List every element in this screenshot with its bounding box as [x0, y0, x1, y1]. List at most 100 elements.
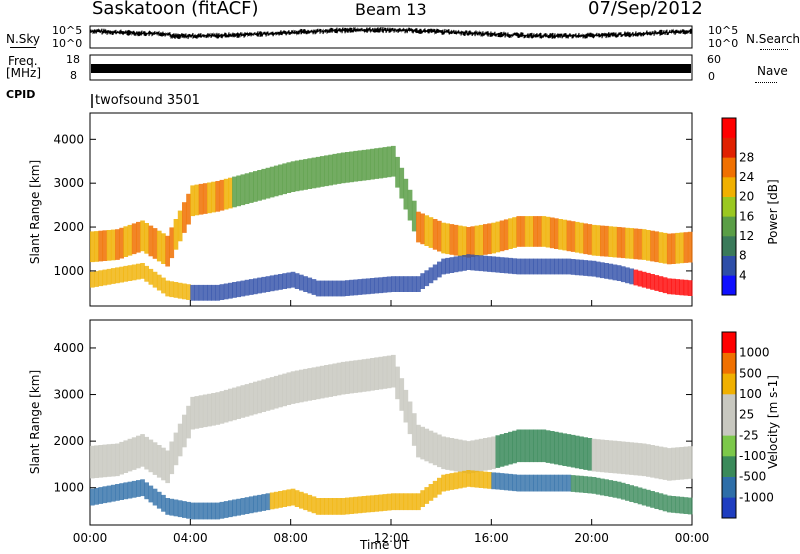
y-tick-label: 3000: [53, 176, 84, 190]
scatter-cell: [545, 258, 551, 275]
scatter-cell: [136, 263, 141, 280]
y-tick-label: 1000: [53, 481, 84, 495]
scatter-cell: [574, 475, 580, 493]
scatter-cell: [554, 218, 559, 249]
scatter-cell: [90, 271, 95, 288]
scatter-cell: [428, 430, 434, 464]
scatter-cell: [140, 263, 145, 279]
scatter-cell: [361, 149, 367, 181]
colorbar-tick-label: 8: [739, 249, 747, 263]
scatter-cell: [106, 268, 112, 285]
scatter-cell: [223, 178, 229, 210]
scatter-cell: [516, 258, 522, 275]
scatter-cell: [453, 256, 459, 273]
scatter-cell: [311, 157, 317, 189]
x-tick-label: 12:00: [374, 531, 409, 545]
scatter-cell: [215, 284, 221, 301]
scatter-cell: [591, 477, 597, 494]
scatter-cell: [529, 216, 534, 247]
scatter-cell: [391, 145, 396, 177]
colorbar-tick-label: 4: [739, 268, 747, 282]
scatter-cell: [98, 270, 104, 287]
scatter-cell: [591, 438, 597, 472]
scatter-cell: [378, 356, 384, 390]
scatter-cell: [328, 364, 333, 397]
colorbar-swatch: [722, 137, 736, 158]
scatter-cell: [432, 432, 438, 466]
scatter-cell: [629, 442, 634, 475]
scatter-cell: [566, 474, 572, 492]
scatter-cell: [261, 494, 267, 511]
scatter-cell: [416, 424, 421, 458]
scatter-cell: [600, 478, 605, 496]
scatter-cell: [583, 260, 588, 276]
scatter-cell: [345, 152, 350, 183]
scatter-cell: [625, 441, 630, 475]
scatter-cell: [499, 434, 505, 467]
scatter-cell: [332, 498, 338, 515]
nave-top-tick: 60: [707, 53, 721, 66]
scatter-cell: [324, 155, 329, 187]
scatter-cell: [106, 230, 112, 261]
scatter-cell: [265, 493, 271, 511]
scatter-cell: [349, 360, 354, 394]
scatter-cell: [666, 448, 672, 481]
scatter-cell: [620, 482, 626, 500]
scatter-cell: [462, 226, 467, 257]
scatter-cell: [554, 258, 559, 275]
scatter-cell: [587, 476, 593, 494]
scatter-cell: [374, 357, 379, 390]
scatter-cell: [595, 477, 601, 495]
scatter-cell: [462, 470, 467, 488]
nave-bottom-tick: 0: [708, 70, 715, 83]
scatter-cell: [94, 231, 99, 262]
scatter-cell: [315, 280, 321, 297]
scatter-cell: [432, 480, 438, 498]
scatter-cell: [269, 492, 275, 510]
scatter-cell: [424, 487, 430, 504]
scatter-cell: [240, 174, 246, 206]
scatter-cell: [244, 497, 250, 514]
scatter-cell: [516, 474, 522, 492]
scatter-cell: [633, 269, 639, 286]
scatter-cell: [186, 405, 191, 439]
scatter-cell: [441, 474, 446, 492]
scatter-cell: [202, 394, 208, 428]
scatter-cell: [386, 146, 392, 178]
y-tick-label: 4000: [53, 341, 84, 355]
scatter-cell: [299, 159, 304, 191]
scatter-cell: [169, 498, 175, 516]
y-tick-label: 1000: [53, 264, 84, 278]
scatter-cell: [148, 439, 154, 473]
scatter-cell: [449, 224, 455, 255]
scatter-cell: [529, 429, 534, 463]
scatter-cell: [365, 149, 371, 181]
scatter-cell: [236, 281, 241, 298]
scatter-cell: [437, 434, 442, 468]
scatter-cell: [687, 280, 693, 296]
scatter-cell: [257, 494, 262, 512]
scatter-cell: [604, 225, 609, 257]
scatter-cell: [94, 445, 99, 478]
scatter-cell: [441, 436, 446, 470]
scatter-cell: [248, 279, 254, 295]
scatter-cell: [403, 493, 409, 511]
scatter-cell: [294, 273, 300, 289]
scatter-cell: [637, 270, 643, 287]
scatter-cell: [474, 439, 480, 473]
scatter-cell: [207, 284, 212, 301]
scatter-cell: [646, 444, 651, 477]
scatter-cell: [399, 378, 405, 411]
scatter-cell: [574, 435, 580, 469]
scatter-cell: [591, 224, 597, 256]
scatter-cell: [683, 446, 689, 480]
scatter-cell: [219, 501, 225, 519]
scatter-cell: [127, 481, 133, 499]
colorbar-tick-label: -500: [739, 470, 766, 484]
scatter-cell: [219, 284, 225, 300]
scatter-cell: [457, 225, 463, 257]
scatter-cell: [620, 266, 626, 283]
scatter-cell: [554, 431, 559, 465]
x-tick-label: 16:00: [474, 531, 509, 545]
scatter-cell: [616, 265, 622, 281]
